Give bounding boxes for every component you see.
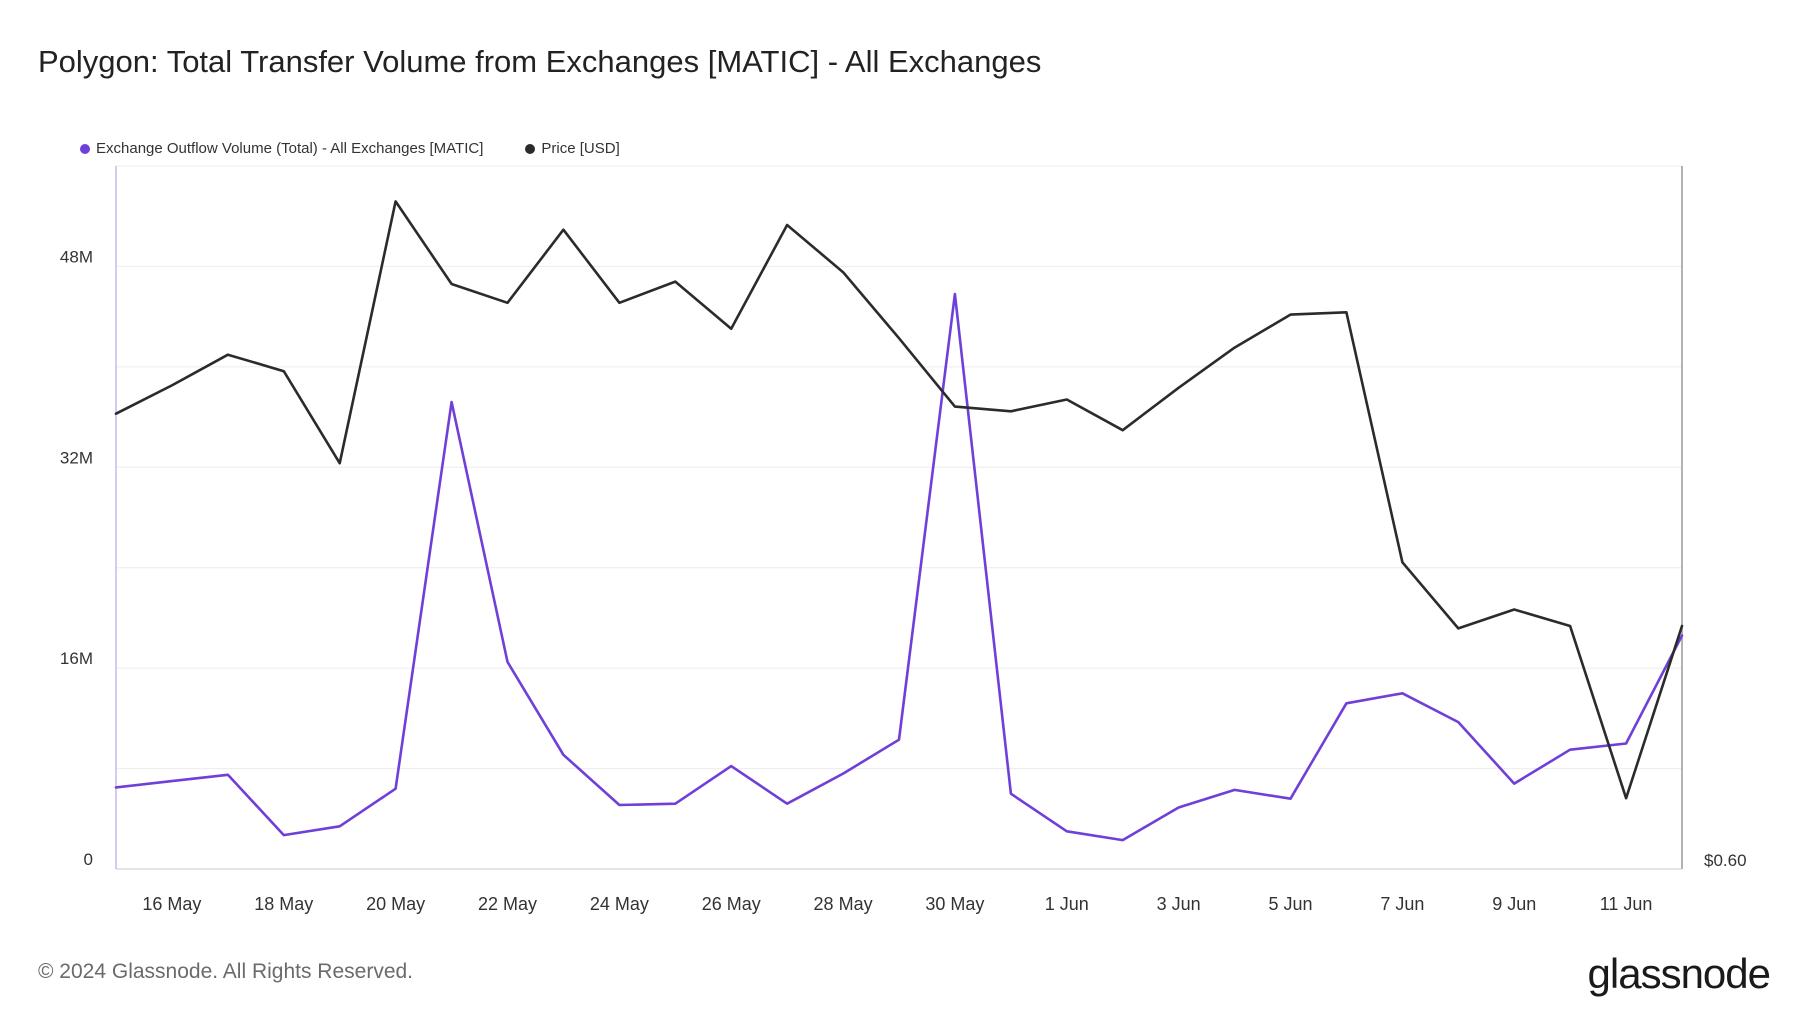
x-tick-label: 1 Jun (1045, 894, 1089, 914)
x-tick-label: 3 Jun (1157, 894, 1201, 914)
legend-item-price[interactable]: Price [USD] (525, 140, 620, 157)
legend-outflow-dot (80, 143, 90, 154)
series-line-outflow (114, 292, 1684, 842)
legend: Exchange Outflow Volume (Total) - All Ex… (80, 140, 620, 157)
x-tick-label: 18 May (254, 894, 313, 914)
legend-item-outflow[interactable]: Exchange Outflow Volume (Total) - All Ex… (80, 140, 483, 157)
x-tick-label: 5 Jun (1268, 894, 1312, 914)
series-line-price (114, 200, 1684, 800)
chart-title: Polygon: Total Transfer Volume from Exch… (38, 44, 1042, 79)
x-tick-label: 20 May (366, 894, 425, 914)
y-right-tick-label: $0.60 (1704, 851, 1747, 870)
x-tick-label: 7 Jun (1380, 894, 1424, 914)
copyright-footer: © 2024 Glassnode. All Rights Reserved. (38, 960, 414, 983)
legend-price-label: Price [USD] (541, 140, 620, 157)
y-tick-label: 16M (60, 649, 93, 668)
y-tick-label: 0 (84, 850, 93, 869)
x-tick-label: 30 May (925, 894, 984, 914)
x-tick-label: 24 May (590, 894, 649, 914)
y-tick-label: 48M (60, 247, 93, 266)
x-tick-label: 26 May (702, 894, 761, 914)
glassnode-logo: glassnode (1587, 950, 1771, 997)
legend-price-dot (525, 143, 536, 154)
x-tick-label: 9 Jun (1492, 894, 1536, 914)
x-tick-label: 28 May (814, 894, 873, 914)
x-tick-label: 22 May (478, 894, 537, 914)
x-tick-label: 16 May (142, 894, 201, 914)
y-tick-label: 32M (60, 448, 93, 467)
legend-outflow-label: Exchange Outflow Volume (Total) - All Ex… (96, 140, 484, 157)
x-tick-label: 11 Jun (1600, 894, 1653, 914)
